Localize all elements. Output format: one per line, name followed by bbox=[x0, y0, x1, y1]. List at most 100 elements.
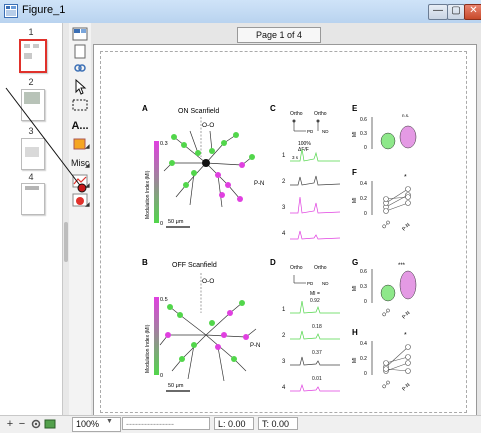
panel-h-significance: * bbox=[404, 332, 407, 339]
panel-d-ortho-1: Ortho bbox=[290, 265, 303, 271]
panel-a-oo-label: O-O bbox=[202, 122, 214, 129]
pointer-icon[interactable] bbox=[71, 78, 89, 96]
selection-rectangle-icon[interactable] bbox=[71, 96, 89, 114]
panel-c-percent: 100% bbox=[298, 141, 311, 147]
thumbnail-number: 2 bbox=[28, 77, 34, 87]
soma-a bbox=[202, 159, 210, 167]
link-icon[interactable] bbox=[71, 59, 89, 77]
panel-h-x-pn: P-N bbox=[401, 382, 412, 393]
panel-e-axis-label: MI bbox=[352, 131, 358, 137]
traces-c: 1 2 3 4 bbox=[282, 148, 341, 240]
canvas-area[interactable]: Page 1 of 4 A ON Scanfield O-O 0.3 0 Mod… bbox=[91, 23, 481, 415]
panel-g-tick: 0.6 bbox=[360, 269, 367, 275]
coordinate-field: ---------------- bbox=[122, 417, 210, 430]
panel-f-significance: * bbox=[404, 174, 407, 181]
chevron-down-icon: ◢ bbox=[85, 202, 90, 208]
panel-h-tick: 0.4 bbox=[360, 341, 367, 347]
figure-panel[interactable]: A ON Scanfield O-O 0.3 0 Modulation Inde… bbox=[94, 45, 476, 415]
remove-page-button[interactable]: − bbox=[18, 418, 26, 430]
colorbar-b bbox=[154, 297, 159, 375]
panel-b-oo-label: O-O bbox=[202, 278, 214, 285]
colorbar-b-bottom: 0 bbox=[160, 373, 163, 379]
minimize-button[interactable]: — bbox=[428, 4, 448, 20]
page-thumbnail-4[interactable] bbox=[21, 183, 45, 215]
violin-e-oo bbox=[380, 132, 396, 150]
page-icon[interactable] bbox=[71, 43, 89, 61]
svg-text:4: 4 bbox=[282, 231, 286, 237]
panel-f-axis-label: MI bbox=[352, 197, 358, 203]
chevron-down-icon: ◢ bbox=[85, 163, 90, 169]
scale-bar-b-label: 50 μm bbox=[168, 383, 184, 389]
panel-a-title: ON Scanfield bbox=[178, 108, 219, 115]
panel-label-a: A bbox=[142, 104, 148, 113]
page-margin-guide bbox=[100, 51, 467, 413]
title-bar: Figure_1 — ▢ ✕ bbox=[0, 0, 481, 24]
thumbnail-scrollbar-thumb[interactable] bbox=[64, 222, 68, 262]
palette-icon[interactable] bbox=[71, 191, 89, 209]
panel-h-x-oo: O-O bbox=[381, 379, 392, 390]
panel-label-h: H bbox=[352, 328, 358, 337]
page-indicator: Page 1 of 4 bbox=[237, 27, 321, 43]
panel-h-axis-label: MI bbox=[352, 357, 358, 363]
panel-g-significance: *** bbox=[398, 263, 406, 269]
svg-text:3: 3 bbox=[282, 359, 286, 365]
settings-icon[interactable] bbox=[30, 418, 42, 430]
panel-c-nd: ND bbox=[322, 129, 329, 134]
layout-icon[interactable] bbox=[71, 25, 89, 43]
violin-g-pn bbox=[399, 270, 417, 300]
zoom-select[interactable]: 100% bbox=[72, 417, 121, 432]
left-position-field: L: 0.00 bbox=[214, 417, 254, 430]
panel-f-tick: 0.4 bbox=[360, 181, 367, 187]
thumbnail-number: 3 bbox=[28, 126, 34, 136]
colorbar-b-top: 0.5 bbox=[160, 297, 168, 303]
panel-a-pn-label: P-N bbox=[254, 181, 264, 187]
panel-e-significance: n.s. bbox=[402, 113, 409, 118]
page[interactable]: A ON Scanfield O-O 0.3 0 Modulation Inde… bbox=[93, 44, 477, 415]
app-icon bbox=[4, 4, 18, 18]
panel-d-mi-label: MI = bbox=[310, 291, 320, 297]
chevron-down-icon: ◢ bbox=[85, 183, 90, 189]
panel-label-g: G bbox=[352, 258, 358, 267]
panel-f-x-oo: O-O bbox=[381, 219, 392, 230]
paired-plot-h bbox=[383, 344, 411, 374]
panel-d-pd: PD bbox=[307, 281, 314, 286]
maximize-button[interactable]: ▢ bbox=[447, 4, 465, 20]
colorbar-a-top: 0.3 bbox=[160, 141, 168, 147]
window-title: Figure_1 bbox=[22, 4, 66, 16]
panel-f-tick: 0 bbox=[364, 211, 367, 217]
colorbar-a bbox=[154, 141, 159, 223]
panel-c-df: ΔF/F bbox=[298, 147, 309, 153]
violin-g-oo bbox=[380, 284, 396, 302]
violin-e-pn bbox=[399, 125, 417, 149]
misc-tool[interactable]: Misc bbox=[71, 158, 90, 168]
chevron-down-icon[interactable]: ▼ bbox=[106, 418, 113, 425]
export-icon[interactable] bbox=[44, 418, 56, 430]
page-thumbnail-panel: 1 2 3 4 bbox=[0, 23, 63, 415]
panel-e-tick: 0.6 bbox=[360, 117, 367, 123]
panel-f-x-pn: P-N bbox=[401, 222, 412, 233]
panel-b-pn-label: P-N bbox=[250, 343, 260, 349]
neuron-b bbox=[159, 302, 257, 382]
svg-text:3: 3 bbox=[282, 205, 286, 211]
roi-dots-b bbox=[165, 300, 249, 362]
close-button[interactable]: ✕ bbox=[464, 4, 481, 20]
add-page-button[interactable]: + bbox=[6, 418, 14, 430]
svg-text:1: 1 bbox=[282, 307, 286, 313]
text-tool[interactable]: A... bbox=[71, 120, 89, 132]
panel-g-axis-label: MI bbox=[352, 285, 358, 291]
panel-c-ortho-2: Ortho bbox=[314, 111, 327, 117]
panel-label-c: C bbox=[270, 104, 276, 113]
colorbar-b-label: Modulation Index (MI) bbox=[145, 324, 151, 373]
thumbnail-scrollbar[interactable] bbox=[63, 23, 69, 415]
top-position-field: T: 0.00 bbox=[258, 417, 298, 430]
svg-text:4: 4 bbox=[282, 385, 286, 391]
panel-c-time: 3 s bbox=[292, 155, 299, 160]
page-thumbnail-1[interactable] bbox=[19, 39, 47, 73]
panel-g-x-pn: P-N bbox=[401, 310, 412, 321]
page-thumbnail-3[interactable] bbox=[21, 138, 45, 170]
traces-d: 1 0.92 2 0.18 3 0.37 4 0.01 bbox=[282, 298, 340, 392]
shape-tool-icon[interactable] bbox=[71, 135, 89, 153]
panel-g-tick: 0 bbox=[364, 299, 367, 305]
page-thumbnail-2[interactable] bbox=[21, 89, 45, 121]
status-bar: + − 100% ▼ ---------------- L: 0.00 T: 0… bbox=[0, 415, 481, 433]
